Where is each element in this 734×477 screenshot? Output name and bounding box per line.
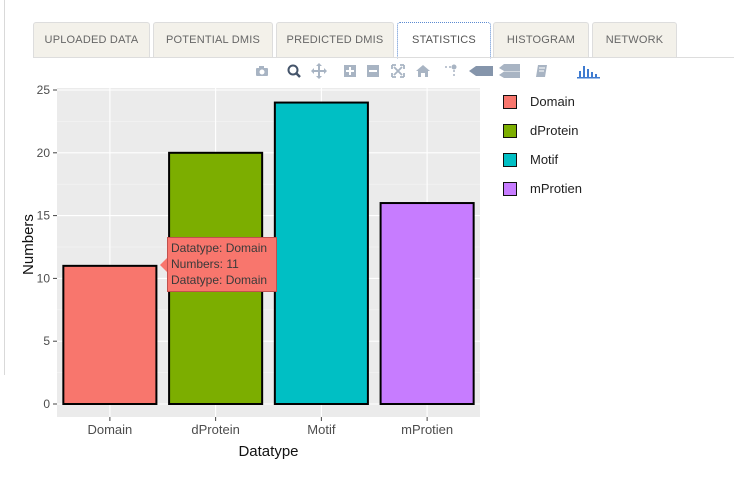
legend-label: dProtein [530,123,579,138]
bar-motif [273,101,369,406]
tab-potential-dmis[interactable]: POTENTIAL DMIS [153,22,273,57]
tab-predicted-dmis[interactable]: PREDICTED DMIS [276,22,394,57]
tab-statistics[interactable]: STATISTICS [397,22,491,59]
plotly-logo-icon[interactable] [576,63,602,79]
bar-domain [62,264,158,405]
hover-compare-icon[interactable] [498,63,522,79]
autoscale-icon[interactable] [390,63,406,79]
tab-uploaded-data[interactable]: UPLOADED DATA [33,22,150,57]
y-tick-label: 10 [37,271,51,285]
y-tick-label: 25 [37,83,51,97]
y-tick-label: 5 [43,334,50,348]
x-tick-label: Motif [307,422,336,437]
x-axis-title: Datatype [238,443,298,460]
bar-mprotien [379,202,475,406]
zoom-in-icon[interactable] [342,63,358,79]
collaborate-icon[interactable] [534,63,550,79]
tooltip-pointer [160,258,167,272]
y-tick-label: 0 [43,397,50,411]
x-tick-label: Domain [87,422,132,437]
legend-label: Domain [530,94,575,109]
tab-network[interactable]: NETWORK [592,22,677,57]
camera-icon[interactable] [254,63,270,79]
legend-label: mProtien [530,181,583,196]
legend-swatch [503,95,517,109]
tooltip-line-datatype-repeat: Datatype: Domain [171,273,268,287]
legend-label: Motif [530,152,559,167]
tab-bar-divider [33,57,734,58]
home-icon[interactable] [415,63,431,79]
zoom-icon[interactable] [286,63,302,79]
sidebar-edge [0,0,5,375]
x-tick-label: dProtein [191,422,239,437]
legend-swatch [503,153,517,167]
x-tick-label: mProtien [401,422,453,437]
legend-swatch [503,124,517,138]
pan-icon[interactable] [311,63,327,79]
tab-histogram[interactable]: HISTOGRAM [493,22,589,57]
tooltip-line-datatype: Datatype: Domain [171,241,268,255]
legend-swatch [503,182,517,196]
y-tick-label: 15 [37,209,51,223]
spike-lines-icon[interactable] [442,63,458,79]
hover-closest-icon[interactable] [468,63,494,79]
hover-tooltip: Datatype: Domain Numbers: 11 Datatype: D… [167,237,277,292]
y-tick-label: 20 [37,146,51,160]
y-axis-title: Numbers [20,214,37,275]
tooltip-line-numbers: Numbers: 11 [171,257,239,271]
zoom-out-icon[interactable] [365,63,381,79]
